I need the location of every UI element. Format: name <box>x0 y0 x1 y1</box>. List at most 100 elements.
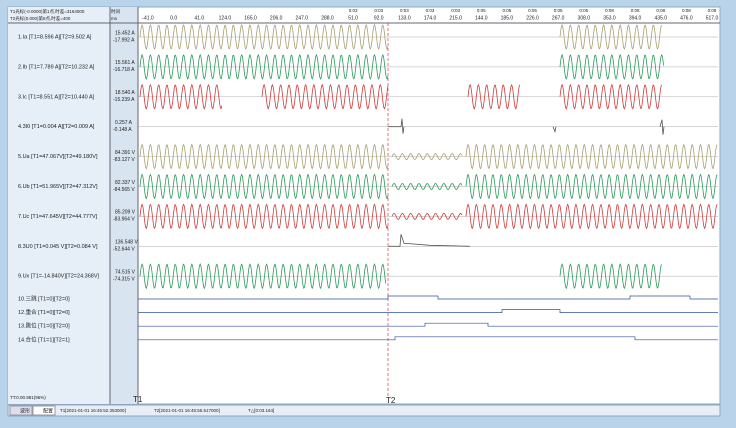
time-tick: 133.0 <box>398 15 411 21</box>
time-tick-top: 0:03 <box>426 8 435 13</box>
channel-min: -83.964 V <box>113 217 135 223</box>
time-tick: 435.0 <box>654 15 667 21</box>
time-tick: 92.0 <box>374 15 384 21</box>
channel-min: -15.239 A <box>113 97 135 103</box>
waveform <box>388 118 665 135</box>
digital-trace <box>138 336 718 341</box>
time-tick: 476.0 <box>680 15 693 21</box>
time-tick: 267.0 <box>552 15 565 21</box>
time-tick: 124.0 <box>219 15 232 21</box>
waveform <box>139 143 718 170</box>
header-line: T1光标(-0.0000)第1点,时差=3164000 <box>10 8 85 15</box>
time-tick-top: 0:03 <box>374 8 383 13</box>
value-pane <box>110 7 138 404</box>
channel-label: 2.Ib [T1=7.789 A][T2=10.232 A] <box>18 64 95 70</box>
time-tick-top: 0:05 <box>477 8 486 13</box>
channel-min: -16.718 A <box>113 67 135 73</box>
channel-max: 15.452 A <box>115 30 135 36</box>
digital-label: 10.三跳 [T1=0][T2=0] <box>18 294 70 302</box>
time-tick-top: 0:08 <box>708 8 717 13</box>
channel-label: 1.Ia [T1=8.596 A][T2=9.502 A] <box>18 34 92 40</box>
statusbar <box>7 404 721 417</box>
time-tick: 308.0 <box>578 15 591 21</box>
time-tick-top: 0:03 <box>400 8 409 13</box>
time-tick: 247.0 <box>296 15 309 21</box>
waveform <box>139 263 662 290</box>
time-tick: 144.0 <box>475 15 488 21</box>
time-tick-top: 0:05 <box>503 8 512 13</box>
time-tick: 215.0 <box>449 15 462 21</box>
channel-label: 9.Ux [T1=-14.840V][T2=24.368V] <box>18 274 99 280</box>
time-tick-top: 0:08 <box>605 8 614 13</box>
digital-trace <box>138 295 718 300</box>
digital-label: 14.合位 [T1=1][T2=1] <box>18 335 70 343</box>
tab-label[interactable]: 配置 <box>43 408 53 414</box>
channel-min: -74.315 V <box>113 277 135 283</box>
time-tick: 353.0 <box>603 15 616 21</box>
time-tick: 517.0 <box>706 15 719 21</box>
time-tick: 51.0 <box>348 15 358 21</box>
time-tick: 41.0 <box>194 15 204 21</box>
time-tick-top: 0:08 <box>682 8 691 13</box>
channel-max: 15.561 A <box>115 60 135 66</box>
channel-max: 136.548 V <box>115 240 138 246</box>
status-dt: T△[0:03.164] <box>248 408 274 413</box>
cursor-label: T1 <box>133 395 143 404</box>
time-tick-top: 0:05 <box>554 8 563 13</box>
channel-max: 0.257 A <box>115 120 133 126</box>
channel-label: 8.3U0 [T1=0.045 V][T2=0.084 V] <box>18 244 98 250</box>
time-tick: 165.0 <box>244 15 257 21</box>
time-tick: 185.0 <box>501 15 514 21</box>
time-tick: 226.0 <box>526 15 539 21</box>
digital-label: 13.跳位 [T1=0][T2=0] <box>18 322 70 330</box>
waveform <box>139 23 662 51</box>
time-tick-top: 0:03 <box>451 8 460 13</box>
ratio: TT:0.00.981(96%) <box>10 395 46 400</box>
time-tick-top: 0:08 <box>656 8 665 13</box>
channel-label: 7.Uc [T1=47.645V][T2=44.777V] <box>18 214 98 220</box>
channel-min: -83.127 V <box>113 157 135 163</box>
header-line: T2光标(0.000)第8点,时差=400 <box>10 15 71 22</box>
cursor-label: T2 <box>386 396 396 405</box>
digital-trace <box>138 322 718 327</box>
label-pane <box>8 7 110 404</box>
channel-min: -52.644 V <box>113 247 135 253</box>
time-tick-top: 0:08 <box>631 8 640 13</box>
channel-min: -84.565 V <box>113 187 135 193</box>
waveform <box>139 203 718 230</box>
channel-min: -17.992 A <box>113 37 135 43</box>
time-tick: -41.0 <box>142 15 154 21</box>
time-tick: 174.0 <box>424 15 437 21</box>
time-tick: 206.0 <box>270 15 283 21</box>
channel-max: 85.209 V <box>115 210 136 216</box>
tab-label[interactable]: 波形 <box>20 407 30 414</box>
time-tick-top: 0:03 <box>349 8 358 13</box>
status-t2: T2[2021-01-01 16:45:55.517000] <box>154 408 220 413</box>
channel-max: 82.337 V <box>115 180 136 186</box>
channel-max: 84.391 V <box>115 150 136 156</box>
axis-unit: 时间 <box>111 8 120 15</box>
tab[interactable] <box>9 405 33 416</box>
time-tick: 288.0 <box>321 15 334 21</box>
time-tick: 0.0 <box>170 15 177 21</box>
waveform <box>139 173 718 200</box>
axis-unit: ms <box>111 16 118 21</box>
waveform <box>139 83 662 110</box>
channel-label: 5.Ua [T1=47.067V][T2=49.180V] <box>18 154 98 160</box>
channel-label: 6.Ub [T1=51.965V][T2=47.312V] <box>18 184 98 190</box>
channel-min: -0.148 A <box>113 127 132 133</box>
tab[interactable] <box>32 405 56 416</box>
time-tick-top: 0:05 <box>579 8 588 13</box>
channel-max: 18.540 A <box>115 90 135 96</box>
status-t1: T1[2021-01-01 16:45:52.353000] <box>60 408 126 413</box>
waveform <box>139 53 664 80</box>
channel-max: 74.515 V <box>115 270 136 276</box>
time-tick: 394.0 <box>629 15 642 21</box>
waveform <box>388 234 471 247</box>
time-tick-top: 0:05 <box>528 8 537 13</box>
channel-label: 4.3I0 [T1=0.004 A][T2=0.009 A] <box>18 124 95 130</box>
digital-trace <box>138 309 718 313</box>
digital-label: 12.重合 [T1=0][T2=0] <box>18 308 70 316</box>
